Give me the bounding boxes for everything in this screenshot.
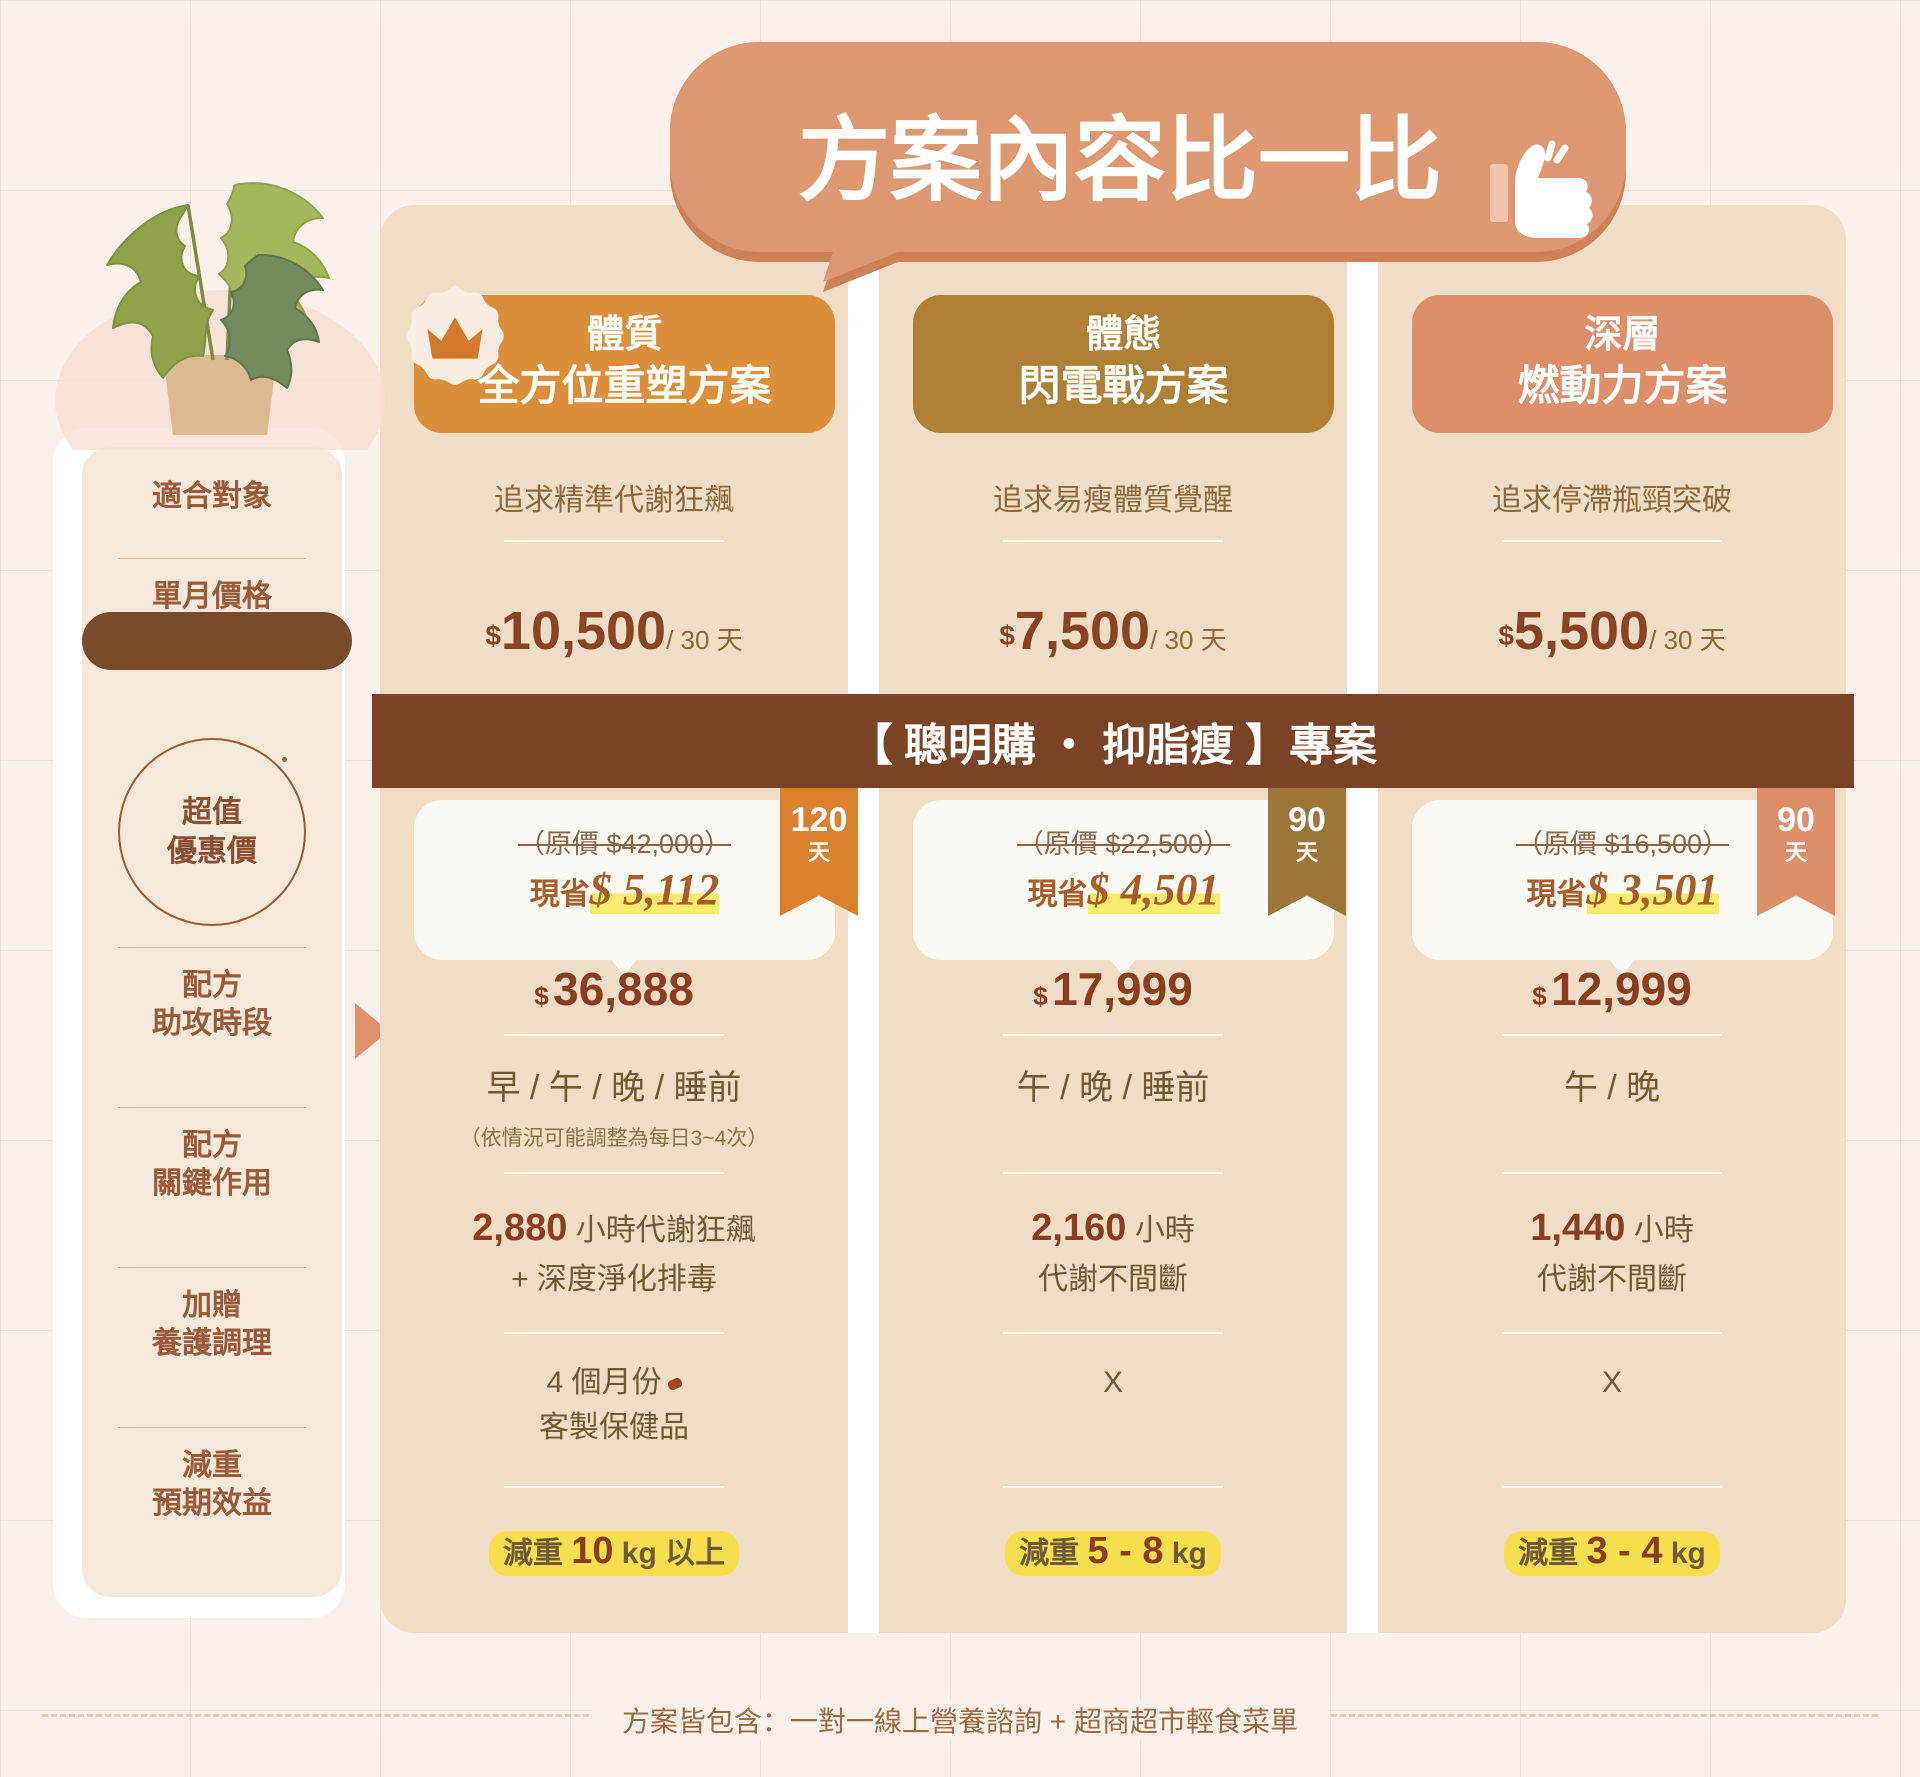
svg-text:方案內容比一比: 方案內容比一比 bbox=[798, 110, 1442, 212]
